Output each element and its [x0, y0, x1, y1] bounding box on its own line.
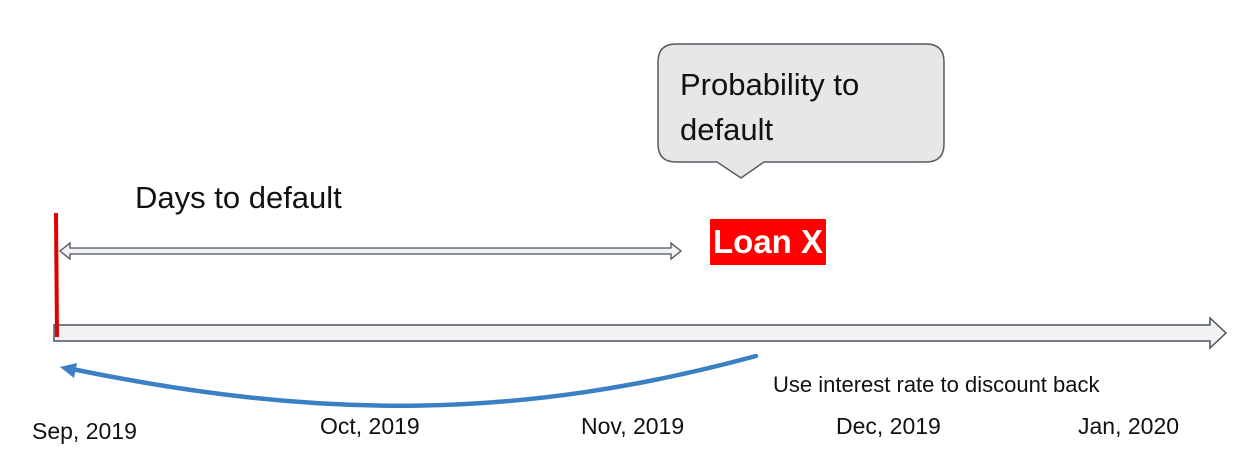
month-label-dec-2019: Dec, 2019	[836, 413, 941, 439]
days-to-default-arrow	[58, 241, 683, 261]
month-label-jan-2020: Jan, 2020	[1078, 413, 1180, 439]
probability-to-default-text: Probability to default	[680, 67, 860, 147]
discount-arrowhead	[60, 363, 77, 378]
timeline-arrow	[53, 316, 1228, 350]
month-label-nov-2019: Nov, 2019	[581, 413, 685, 439]
loan-x-badge: Loan X	[710, 219, 827, 265]
days-to-default-label: Days to default	[135, 180, 342, 215]
month-label-sep-2019: Sep, 2019	[32, 418, 137, 444]
discount-curve-arrow	[69, 353, 759, 408]
start-marker-line	[54, 212, 59, 338]
probability-callout-bubble	[657, 43, 945, 179]
month-label-oct-2019: Oct, 2019	[320, 413, 420, 439]
discount-back-label: Use interest rate to discount back	[773, 372, 1100, 397]
